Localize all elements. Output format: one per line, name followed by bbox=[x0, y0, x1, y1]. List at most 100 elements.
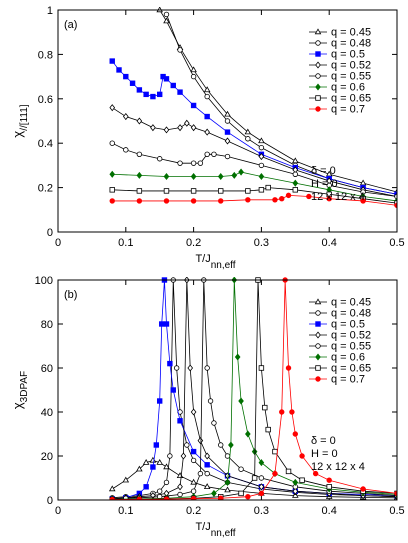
marker bbox=[129, 80, 136, 86]
marker bbox=[108, 485, 116, 492]
marker bbox=[190, 188, 197, 194]
marker bbox=[204, 93, 210, 100]
marker bbox=[315, 51, 321, 57]
marker bbox=[136, 496, 143, 500]
marker bbox=[218, 188, 224, 194]
marker bbox=[315, 61, 321, 69]
series-line bbox=[112, 187, 397, 204]
marker bbox=[163, 76, 170, 82]
x-axis-label-main: T/J bbox=[195, 253, 210, 265]
marker bbox=[224, 110, 231, 117]
y-tick-label: 1 bbox=[47, 5, 53, 17]
panel-label: (b) bbox=[64, 289, 77, 301]
marker bbox=[109, 187, 115, 193]
x-tick-label: 0.4 bbox=[322, 505, 337, 517]
marker bbox=[190, 408, 197, 416]
marker bbox=[292, 491, 299, 498]
legend-label: q = 0.7 bbox=[331, 104, 365, 116]
x-tick-label: 0 bbox=[55, 505, 61, 517]
x-tick-label: 0.2 bbox=[186, 237, 201, 249]
marker bbox=[238, 466, 244, 472]
marker bbox=[245, 188, 251, 194]
marker bbox=[187, 364, 194, 372]
marker bbox=[394, 193, 397, 200]
marker bbox=[190, 448, 197, 455]
legend-label: q = 0.6 bbox=[331, 82, 365, 94]
marker bbox=[163, 188, 170, 194]
marker bbox=[279, 409, 285, 415]
marker bbox=[262, 404, 268, 411]
marker bbox=[224, 118, 231, 124]
marker bbox=[258, 144, 265, 151]
marker bbox=[190, 488, 197, 494]
marker bbox=[315, 40, 321, 46]
frame bbox=[57, 279, 398, 501]
marker bbox=[238, 168, 244, 176]
panel: 0 0.1 0.2 0.3 0.4 0.5 0 0.2 0.4 0.6 0.8 1 (a) T/Jnn,e… bbox=[10, 5, 405, 271]
marker bbox=[245, 197, 251, 203]
y-tick-label: 0.2 bbox=[38, 183, 53, 195]
marker bbox=[228, 441, 234, 449]
x-tick-label: 0.5 bbox=[389, 237, 404, 249]
legend-label: q = 0.48 bbox=[331, 308, 371, 320]
marker bbox=[150, 93, 156, 100]
marker bbox=[204, 365, 210, 371]
marker bbox=[272, 448, 278, 455]
marker bbox=[136, 171, 143, 179]
panel: 0 0.1 0.2 0.3 0.4 0.5 0 20 40 60 80 100 (b) T/Jnn,eff… bbox=[10, 275, 405, 539]
annotation: δ = 0 bbox=[311, 435, 336, 447]
legend-label: q = 0.45 bbox=[331, 297, 371, 309]
marker bbox=[265, 184, 271, 191]
y-axis-label: χ3DPAF bbox=[10, 371, 30, 409]
marker bbox=[190, 73, 197, 80]
marker bbox=[163, 11, 170, 18]
y-tick-label: 80 bbox=[41, 319, 53, 331]
x-tick-label: 0.4 bbox=[322, 237, 337, 249]
y-tick-label: 0.8 bbox=[38, 49, 53, 61]
marker bbox=[123, 73, 129, 80]
marker bbox=[167, 453, 173, 459]
series-line bbox=[112, 142, 397, 197]
y-axis-label-main: χ bbox=[10, 131, 25, 138]
marker bbox=[218, 442, 224, 448]
marker bbox=[122, 113, 129, 121]
marker bbox=[197, 160, 204, 166]
marker bbox=[109, 170, 116, 178]
y-axis-label: χ//[111] bbox=[10, 104, 30, 137]
marker bbox=[224, 153, 231, 160]
marker bbox=[315, 376, 321, 382]
marker bbox=[251, 475, 258, 481]
y-tick-label: 0 bbox=[47, 495, 53, 507]
y-axis-label-main: χ bbox=[10, 402, 25, 409]
marker bbox=[258, 483, 265, 491]
annotation: δ = 0 bbox=[311, 165, 336, 177]
marker bbox=[190, 495, 197, 500]
marker bbox=[163, 463, 170, 470]
marker bbox=[314, 28, 322, 35]
marker bbox=[238, 490, 244, 497]
marker bbox=[258, 152, 265, 161]
marker bbox=[136, 117, 143, 125]
marker bbox=[123, 147, 129, 153]
marker bbox=[159, 321, 165, 327]
marker bbox=[315, 73, 321, 79]
marker bbox=[238, 397, 244, 405]
marker bbox=[244, 128, 252, 135]
marker bbox=[285, 192, 292, 199]
legend-label: q = 0.5 bbox=[331, 49, 365, 61]
marker bbox=[245, 136, 251, 142]
marker bbox=[136, 188, 143, 194]
marker bbox=[224, 137, 231, 145]
marker bbox=[190, 457, 197, 464]
y-tick-label: 0.4 bbox=[38, 138, 53, 150]
marker bbox=[163, 172, 170, 181]
marker bbox=[136, 465, 143, 472]
marker bbox=[177, 418, 183, 424]
marker bbox=[177, 483, 183, 491]
legend-label: q = 0.5 bbox=[331, 319, 365, 331]
marker bbox=[258, 475, 265, 481]
marker bbox=[204, 452, 210, 460]
marker bbox=[258, 137, 265, 144]
marker bbox=[156, 398, 163, 404]
x-axis-label: T/Jnn,eff bbox=[195, 521, 235, 539]
